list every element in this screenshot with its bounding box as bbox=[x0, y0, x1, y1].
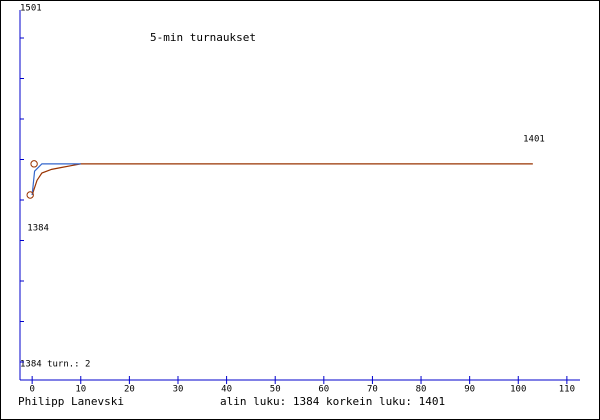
footer-name: Philipp Lanevski bbox=[18, 395, 124, 408]
x-tick-label: 20 bbox=[124, 385, 135, 395]
bottom-label: 1384 turn.: 2 bbox=[20, 360, 90, 370]
footer-stats: alin luku: 1384 korkein luku: 1401 bbox=[220, 395, 445, 408]
x-tick-label: 70 bbox=[367, 385, 378, 395]
annotation: 1384 bbox=[27, 224, 49, 234]
x-tick-label: 50 bbox=[270, 385, 281, 395]
x-tick-label: 10 bbox=[75, 385, 86, 395]
x-tick-label: 80 bbox=[416, 385, 427, 395]
marker bbox=[26, 191, 34, 199]
chart-title: 5-min turnaukset bbox=[150, 31, 256, 44]
x-tick-label: 60 bbox=[318, 385, 329, 395]
marker bbox=[30, 160, 38, 168]
x-tick-label: 90 bbox=[464, 385, 475, 395]
x-tick-label: 110 bbox=[559, 385, 575, 395]
annotation: 1401 bbox=[523, 134, 545, 144]
x-tick-label: 40 bbox=[221, 385, 232, 395]
x-tick-label: 0 bbox=[29, 385, 34, 395]
series-line bbox=[31, 163, 81, 196]
x-tick-label: 100 bbox=[510, 385, 526, 395]
top-label: 1501 bbox=[20, 4, 42, 14]
x-tick-label: 30 bbox=[173, 385, 184, 395]
